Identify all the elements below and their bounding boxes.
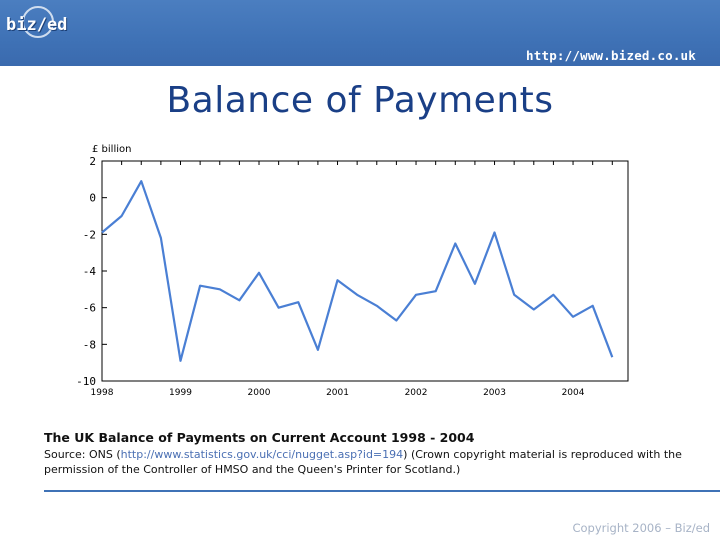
x-tick-label: 2004 [562, 388, 585, 398]
y-tick-label: -10 [76, 375, 96, 388]
series-line-0 [101, 180, 614, 362]
footer-divider [44, 490, 720, 492]
x-tick-label: 1999 [169, 388, 192, 398]
site-url[interactable]: http://www.bized.co.uk [526, 48, 696, 63]
y-tick-label: -4 [83, 265, 97, 278]
y-tick-label: 2 [89, 155, 96, 168]
y-tick-label: -2 [83, 228, 96, 241]
logo-text: biz/ed [6, 15, 68, 35]
caption-title: The UK Balance of Payments on Current Ac… [44, 430, 475, 445]
x-tick-label: 2002 [405, 388, 428, 398]
slide-title: Balance of Payments [166, 80, 554, 121]
plot-frame [101, 160, 629, 382]
source-suffix: ) (Crown copyright material is reproduce… [44, 448, 682, 476]
source-link[interactable]: http://www.statistics.gov.uk/cci/nugget.… [120, 448, 404, 461]
logo-circle-icon [22, 6, 54, 38]
x-tick-label: 2000 [248, 388, 271, 398]
caption-source: Source: ONS (http://www.statistics.gov.u… [44, 447, 684, 477]
x-tick-label: 2003 [483, 388, 506, 398]
y-tick-label: 0 [89, 192, 96, 205]
copyright-text: Copyright 2006 – Biz/ed [572, 521, 710, 535]
y-tick-label: -6 [83, 302, 96, 315]
x-tick-label: 2001 [326, 388, 349, 398]
x-tick-label: 1998 [91, 388, 114, 398]
bized-logo[interactable]: biz/ed [4, 6, 78, 42]
source-prefix: Source: ONS ( [44, 448, 121, 461]
y-tick-label: -8 [83, 338, 96, 351]
y-axis-unit-label: £ billion [92, 144, 131, 155]
header-bar: biz/ed http://www.bized.co.uk [0, 0, 720, 66]
